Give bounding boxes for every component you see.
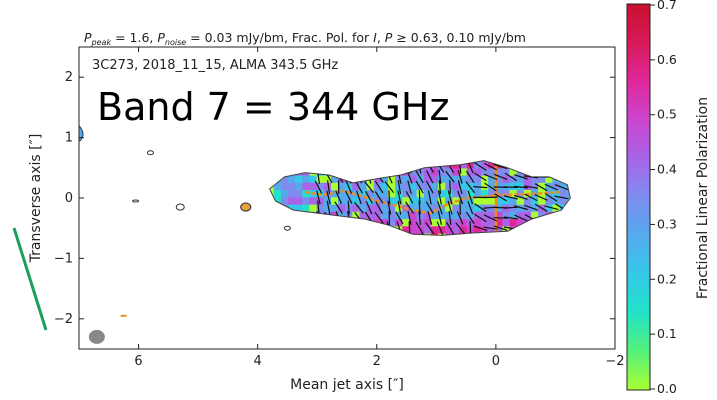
y-tick-label: 0 xyxy=(65,191,73,206)
colorbar-tick-label: 0.3 xyxy=(657,216,677,231)
x-axis-label: Mean jet axis [″] xyxy=(290,377,404,393)
header-comma: , xyxy=(377,30,385,45)
colorbar-label: Fractional Linear Polarization xyxy=(695,97,711,299)
polarization-vector xyxy=(494,218,508,219)
inset-label: 3C273, 2018_11_15, ALMA 343.5 GHz xyxy=(92,58,338,73)
jet-cell xyxy=(459,219,467,227)
jet-cell xyxy=(302,204,310,212)
jet-cell xyxy=(502,168,510,176)
colorbar-tick-label: 0.2 xyxy=(657,271,677,286)
jet-cell xyxy=(309,204,317,212)
colorbar-ticks: 0.0 0.1 0.2 0.3 0.4 0.5 0.6 0.7 xyxy=(650,0,677,396)
colorbar-tick-label: 0.7 xyxy=(657,0,677,12)
colorbar xyxy=(627,4,650,390)
jet-cell xyxy=(502,182,510,190)
jet-cell xyxy=(473,219,481,227)
jet-cell xyxy=(302,182,310,190)
jet-cell xyxy=(330,197,338,205)
jet-cell xyxy=(309,197,317,205)
header-noise-sub: noise xyxy=(165,38,186,47)
jet-cell xyxy=(423,226,431,234)
jet-cell xyxy=(273,190,281,198)
jet-cell xyxy=(359,204,367,212)
polarization-vector xyxy=(389,190,390,204)
jet-cell xyxy=(287,197,295,205)
jet-cell xyxy=(280,197,288,205)
header-peak-sub: peak xyxy=(91,38,112,47)
jet-cell xyxy=(309,182,317,190)
jet-cell xyxy=(295,175,303,183)
y-tick-label: 2 xyxy=(65,70,73,85)
polarization-vector xyxy=(450,180,451,194)
jet-cell xyxy=(430,197,438,205)
jet-cell xyxy=(452,204,460,212)
jet-cell xyxy=(559,190,567,198)
jet-cell xyxy=(402,219,410,227)
jet-cell xyxy=(380,204,388,212)
jet-cell xyxy=(402,197,410,205)
beam-ellipse xyxy=(89,330,105,344)
jet-cell xyxy=(509,219,517,227)
colorbar-tick-label: 0.0 xyxy=(657,381,677,396)
jet-cell xyxy=(287,190,295,198)
jet-cell xyxy=(287,182,295,190)
jet-cell xyxy=(438,175,446,183)
jet-cell xyxy=(316,175,324,183)
band-annotation: Band 7 = 344 GHz xyxy=(97,85,449,129)
x-tick-label: 6 xyxy=(134,354,142,369)
jet-cell xyxy=(480,182,488,190)
y-axis-label: Transverse axis [″] xyxy=(28,134,44,264)
jet-cell xyxy=(502,219,510,227)
y-tick-label: −1 xyxy=(54,251,73,266)
jet-cell xyxy=(445,182,453,190)
chart-header: Ppeak = 1.6, Pnoise = 0.03 mJy/bm, Frac.… xyxy=(84,30,526,47)
jet-cell xyxy=(430,175,438,183)
colorbar-tick-label: 0.6 xyxy=(657,52,677,67)
jet-cell xyxy=(280,182,288,190)
jet-cell xyxy=(452,182,460,190)
y-tick-label: 1 xyxy=(65,131,73,146)
polarization-vector xyxy=(494,187,508,188)
jet-cell xyxy=(316,204,324,212)
jet-cell xyxy=(323,182,331,190)
colorbar-tick-label: 0.1 xyxy=(657,326,677,341)
jet-cell xyxy=(480,219,488,227)
jet-cell xyxy=(295,182,303,190)
y-tick-label: −2 xyxy=(54,312,73,327)
x-tick-label: −2 xyxy=(605,354,624,369)
polarization-vector xyxy=(419,190,420,204)
jet-cell xyxy=(280,190,288,198)
orange-contour xyxy=(241,203,251,211)
x-tick-label: 0 xyxy=(492,354,500,369)
header-threshold: ≥ 0.63, 0.10 mJy/bm xyxy=(392,30,526,45)
jet-cell xyxy=(302,197,310,205)
jet-cell xyxy=(295,190,303,198)
jet-cell xyxy=(295,197,303,205)
colorbar-tick-label: 0.5 xyxy=(657,107,677,122)
colorbar-tick-label: 0.4 xyxy=(657,162,677,177)
header-noise-val: = 0.03 mJy/bm, Frac. Pol. for xyxy=(186,30,373,45)
jet-cell xyxy=(330,182,338,190)
x-tick-label: 4 xyxy=(254,354,262,369)
jet-cell xyxy=(302,175,310,183)
header-peak-val: = 1.6, xyxy=(111,30,157,45)
x-tick-label: 2 xyxy=(373,354,381,369)
jet-cell xyxy=(459,226,467,234)
jet-cell xyxy=(530,182,538,190)
jet-cell xyxy=(430,182,438,190)
